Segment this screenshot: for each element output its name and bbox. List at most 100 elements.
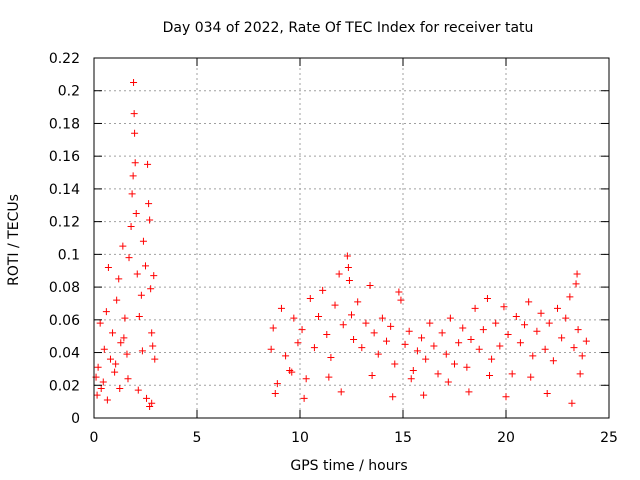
- data-point: [512, 313, 520, 321]
- data-point: [132, 209, 140, 217]
- data-point: [521, 321, 529, 329]
- data-point: [451, 360, 458, 368]
- ticks-layer: 0 0.02 0.04 0.06 0.08 0.1 0.12 0.14 0.16 0.18 0.2 0…: [49, 51, 618, 446]
- data-point: [288, 368, 296, 376]
- data-point: [463, 363, 471, 371]
- data-point: [467, 335, 475, 343]
- data-point: [541, 345, 549, 353]
- data-point: [533, 327, 541, 335]
- data-point: [434, 370, 442, 378]
- data-point: [130, 79, 138, 87]
- data-point: [112, 360, 120, 368]
- data-point: [143, 394, 151, 402]
- data-point: [337, 388, 345, 396]
- data-point: [106, 355, 114, 363]
- data-point: [418, 334, 426, 342]
- data-point: [568, 399, 576, 407]
- data-point: [383, 337, 391, 345]
- y-tick-label: 0.2: [58, 84, 80, 100]
- x-axis-label: GPS time / hours: [290, 458, 407, 474]
- data-point: [139, 237, 147, 245]
- data-point: [389, 393, 397, 401]
- y-tick-label: 0.08: [49, 280, 80, 296]
- data-point: [479, 326, 487, 334]
- data-point: [113, 296, 121, 304]
- data-point: [492, 319, 500, 327]
- data-point: [444, 378, 452, 386]
- data-point: [128, 190, 136, 198]
- data-point: [573, 270, 581, 278]
- data-point: [119, 242, 127, 250]
- data-point: [150, 272, 158, 280]
- data-point: [554, 304, 561, 312]
- data-point: [127, 223, 135, 231]
- data-point: [302, 375, 310, 383]
- data-point: [475, 345, 483, 353]
- data-point: [446, 314, 454, 322]
- data-point: [527, 373, 535, 381]
- data-point: [574, 326, 582, 334]
- x-tick-label: 20: [497, 430, 515, 446]
- data-point: [582, 337, 590, 345]
- grid-layer: [94, 58, 609, 418]
- data-point: [370, 329, 378, 337]
- data-point: [93, 391, 101, 399]
- data-point: [117, 339, 125, 347]
- data-point: [374, 350, 382, 358]
- y-tick-label: 0: [71, 411, 80, 427]
- data-point: [310, 344, 318, 352]
- data-point: [387, 322, 395, 330]
- data-point: [109, 329, 117, 337]
- data-point: [123, 350, 131, 358]
- marks-layer: [92, 79, 590, 411]
- data-point: [138, 347, 146, 355]
- data-point: [368, 371, 376, 379]
- data-point: [271, 389, 279, 397]
- data-point: [149, 342, 157, 350]
- data-point: [115, 275, 123, 283]
- data-point: [378, 314, 386, 322]
- y-tick-label: 0.1: [58, 247, 80, 263]
- data-point: [409, 367, 417, 375]
- data-point: [438, 329, 446, 337]
- data-point: [120, 334, 128, 342]
- data-point: [525, 298, 533, 306]
- data-point: [294, 339, 302, 347]
- data-point: [358, 344, 366, 352]
- data-point: [362, 319, 370, 327]
- data-point: [142, 262, 149, 270]
- y-tick-label: 0.14: [49, 182, 80, 198]
- data-point: [282, 352, 290, 360]
- data-point: [121, 314, 129, 322]
- data-point: [130, 110, 138, 118]
- data-point: [290, 314, 298, 322]
- data-point: [99, 378, 107, 386]
- data-point: [111, 368, 119, 376]
- data-point: [327, 353, 335, 361]
- data-point: [323, 331, 331, 339]
- data-point: [502, 393, 510, 401]
- data-point: [455, 339, 463, 347]
- data-point: [578, 352, 586, 360]
- data-point: [543, 389, 551, 397]
- data-point: [131, 159, 139, 167]
- x-tick-label: 25: [600, 430, 618, 446]
- data-point: [331, 301, 339, 309]
- data-point: [430, 342, 438, 350]
- data-point: [537, 309, 545, 317]
- y-tick-label: 0.12: [49, 215, 80, 231]
- data-point: [277, 304, 285, 312]
- data-point: [100, 345, 108, 353]
- data-point: [344, 263, 352, 271]
- data-point: [504, 331, 512, 339]
- data-point: [148, 329, 156, 337]
- data-point: [343, 252, 351, 260]
- data-point: [570, 344, 578, 352]
- plot-frame: [93, 57, 610, 419]
- data-point: [397, 296, 405, 304]
- data-point: [420, 391, 428, 399]
- data-point: [315, 313, 323, 321]
- data-point: [486, 371, 494, 379]
- data-point: [131, 129, 139, 137]
- data-point: [395, 288, 403, 296]
